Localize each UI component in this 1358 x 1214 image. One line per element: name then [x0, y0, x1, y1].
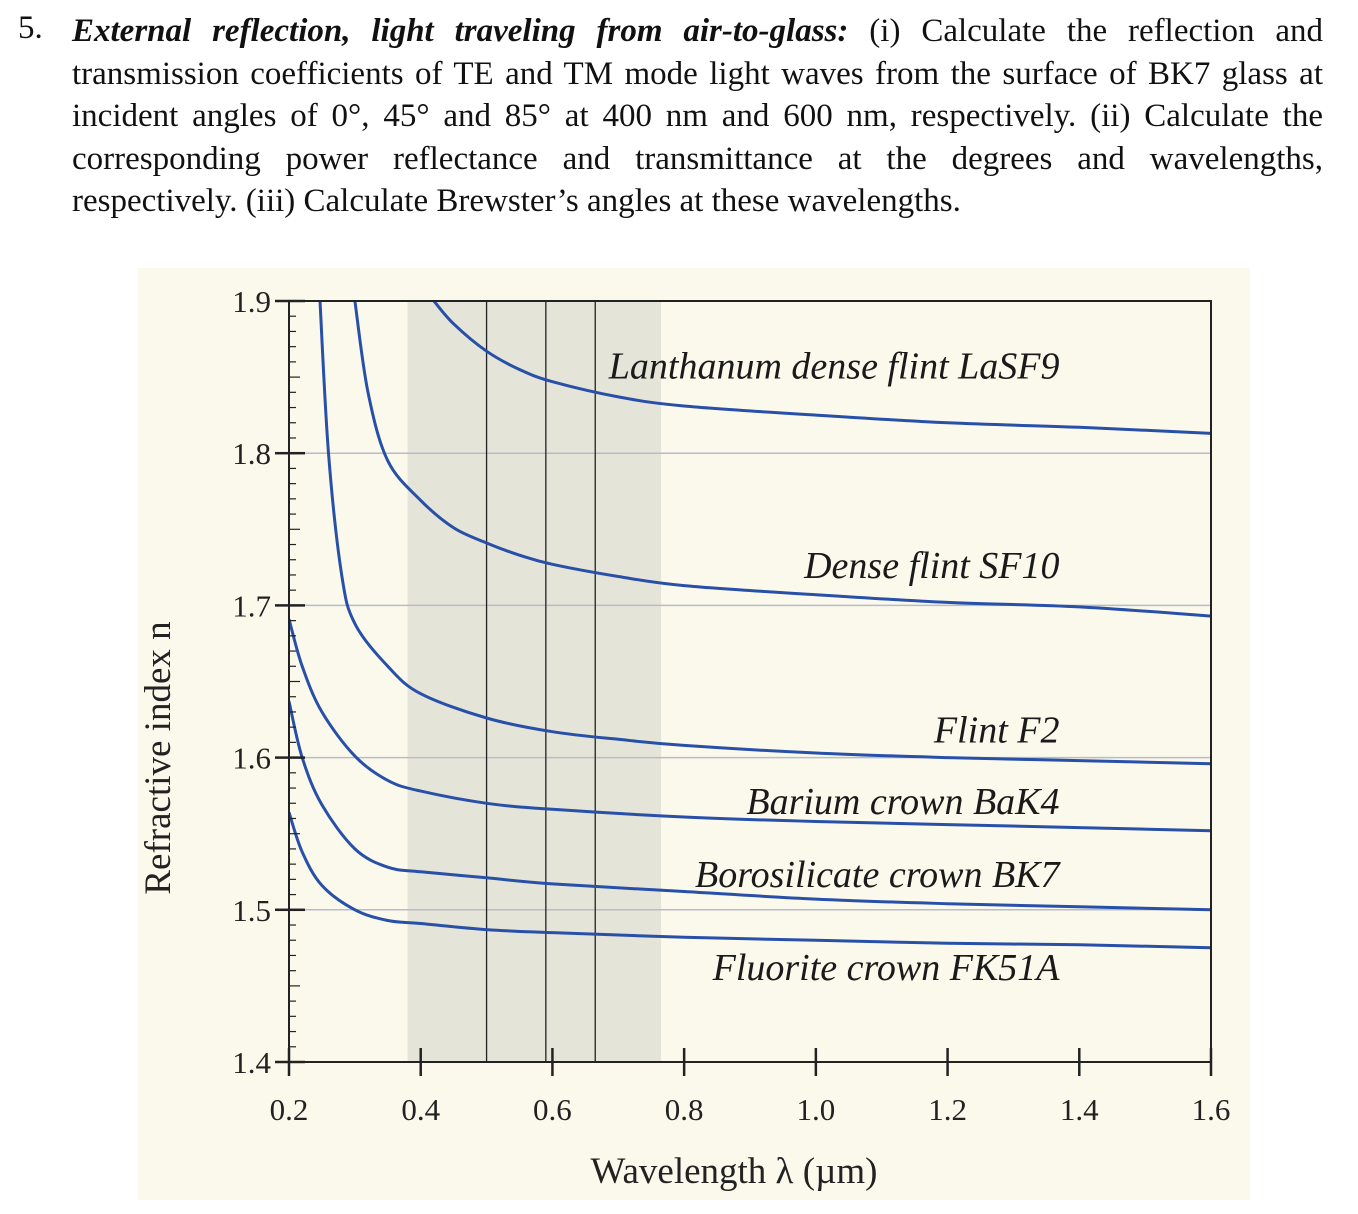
y-tick-label: 1.6: [232, 741, 271, 776]
problem-text: External reflection, light traveling fro…: [72, 10, 1323, 223]
x-tick-label: 1.4: [1060, 1092, 1099, 1127]
series-label-1: Dense flint SF10: [803, 545, 1059, 587]
series-curve-2: [318, 301, 1211, 766]
y-tick-label: 1.4: [232, 1045, 271, 1080]
visible-spectrum-band: [407, 301, 662, 1062]
x-tick-label: 0.8: [665, 1092, 704, 1127]
chart-panel-background: [138, 268, 1250, 1200]
series-curve-5: [289, 811, 1211, 950]
series-curve-3: [289, 618, 1211, 833]
series-label-4: Borosilicate crown BK7: [695, 854, 1061, 896]
x-axis-label: Wavelength λ (µm): [591, 1151, 878, 1192]
x-tick-label: 1.6: [1192, 1092, 1231, 1127]
x-tick-label: 0.6: [533, 1092, 572, 1127]
y-tick-label: 1.5: [232, 893, 271, 928]
series-label-2: Flint F2: [933, 709, 1060, 751]
y-axis-label: Refractive index n: [138, 621, 179, 894]
refractive-index-chart: 0.2 0.4 0.6 0.8 1.0 1.2 1.4 1.6 1.4 1.5 1.6 1.7 1.8 1…: [138, 268, 1250, 1200]
x-tick-label: 1.0: [796, 1092, 835, 1127]
y-tick-label: 1.9: [232, 284, 271, 319]
series-label-0: Lanthanum dense flint LaSF9: [608, 346, 1060, 388]
series-curve-0: [432, 301, 1211, 435]
y-tick-label: 1.8: [232, 436, 271, 471]
x-tick-label: 1.2: [928, 1092, 967, 1127]
series-curve-4: [289, 700, 1211, 912]
y-tick-label: 1.7: [232, 588, 271, 623]
x-tick-label: 0.4: [401, 1092, 440, 1127]
problem-body: (i) Calculate the reflection and transmi…: [72, 13, 1323, 219]
series-label-5: Fluorite crown FK51A: [712, 947, 1061, 989]
x-tick-label: 0.2: [270, 1092, 309, 1127]
series-label-3: Barium crown BaK4: [746, 781, 1059, 823]
problem-lead: External reflection, light traveling fro…: [72, 13, 849, 49]
series-curve-1: [353, 301, 1211, 618]
problem-statement: 5. External reflection, light traveling …: [18, 10, 1323, 223]
problem-number: 5.: [18, 10, 43, 46]
